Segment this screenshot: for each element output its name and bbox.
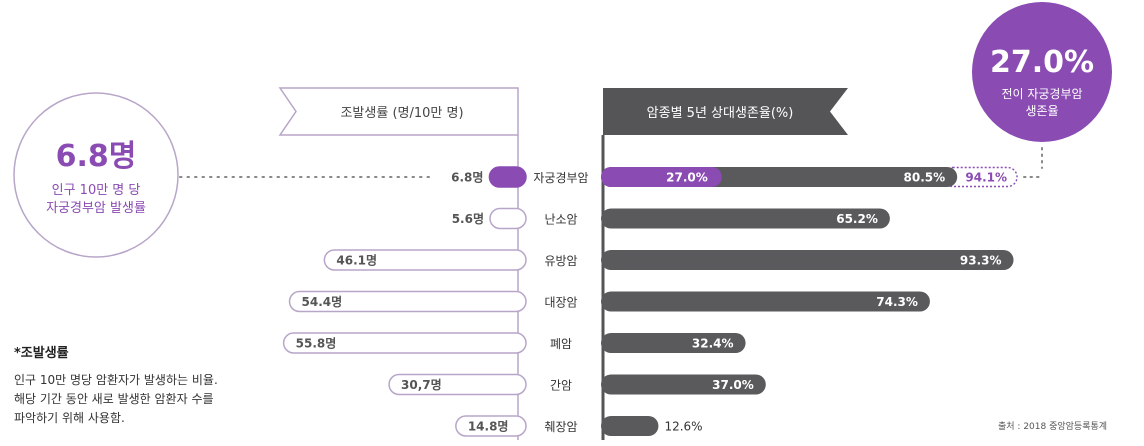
left-bar (323, 249, 527, 271)
right-bar-extension (942, 166, 1018, 188)
left-callout-value: 6.8명 (56, 139, 137, 174)
left-bar-label: 55.8명 (296, 337, 337, 351)
definition-note: *조발생률 인구 10만 명당 암환자가 발생하는 비율. 해당 기간 동안 새… (14, 342, 274, 428)
left-header-banner: 조발생률 (명/10만 명) (278, 87, 519, 136)
note-line: 인구 10만 명당 암환자가 발생하는 비율. (14, 373, 218, 387)
left-bar (288, 290, 527, 313)
right-callout-line2: 생존율 (1025, 104, 1058, 118)
category-label: 폐암 (550, 337, 572, 351)
left-callout: 6.8명 인구 10만 명 당 자궁경부암 발생률 (13, 92, 179, 258)
left-bar-label: 30,7명 (401, 378, 442, 392)
note-line: 파악하기 위해 사용함. (14, 411, 125, 425)
left-bar (388, 373, 527, 396)
left-chart-title: 조발생률 (명/10만 명) (340, 106, 463, 121)
right-bars-group: 80.5% 27.0% 94.1% 65.2% 93.3% 74.3% 32.4% 37.0%… (601, 166, 1018, 436)
right-bar-highlight (601, 167, 722, 187)
left-bar-label: 5.6명 (452, 212, 484, 226)
right-bar-extension-label: 94.1% (965, 171, 1007, 185)
right-chart-title: 암종별 5년 상대생존율(%) (647, 106, 794, 121)
right-bar-highlight-label: 27.0% (666, 171, 708, 185)
left-callout-circle (13, 92, 179, 258)
right-bar-label: 80.5% (904, 171, 946, 185)
right-callout: 27.0% 전이 자궁경부암 생존율 (972, 2, 1112, 142)
right-bar (601, 291, 930, 312)
left-bar (282, 332, 527, 354)
left-bars-group: 6.8명 5.6명 46.1명 54.4명 55.8명 30,7명 14.8명 (282, 166, 527, 437)
left-bar-label: 46.1명 (336, 254, 377, 268)
right-bar-label: 65.2% (836, 212, 878, 226)
category-label: 유방암 (544, 254, 577, 268)
left-bar (488, 166, 527, 188)
right-bar-label: 12.6% (664, 420, 702, 434)
right-bar-label: 37.0% (712, 378, 754, 392)
right-bar (601, 416, 659, 436)
left-bar-label: 14.8명 (468, 420, 509, 434)
right-bar (601, 374, 766, 395)
note-line: 해당 기간 동안 새로 발생한 암환자 수를 (14, 392, 214, 406)
left-bar (489, 207, 527, 230)
category-label: 간암 (550, 379, 572, 393)
left-callout-line1: 인구 10만 명 당 (52, 183, 141, 198)
left-bar-label: 6.8명 (451, 171, 483, 185)
left-bar (455, 415, 527, 437)
left-bar-label: 54.4명 (302, 295, 343, 309)
category-label: 자궁경부암 (533, 171, 588, 185)
right-callout-value: 27.0% (990, 45, 1094, 80)
right-bar (601, 208, 890, 229)
right-bar-label: 32.4% (692, 337, 734, 351)
right-header-banner: 암종별 5년 상대생존율(%) (603, 88, 848, 135)
right-callout-line1: 전이 자궁경부암 (1001, 87, 1082, 101)
right-bar-label: 74.3% (876, 295, 918, 309)
right-callout-circle (972, 2, 1112, 142)
category-label: 대장암 (544, 296, 577, 310)
category-label: 췌장암 (544, 420, 577, 434)
source-note: 출처 : 2018 중앙암등록통계 (998, 422, 1108, 432)
right-bar-label: 93.3% (960, 254, 1002, 268)
right-bar (601, 333, 746, 353)
right-bar (601, 250, 1014, 270)
note-title: *조발생률 (14, 346, 69, 361)
category-label: 난소암 (544, 213, 577, 227)
left-callout-line2: 자궁경부암 발생률 (46, 201, 146, 216)
